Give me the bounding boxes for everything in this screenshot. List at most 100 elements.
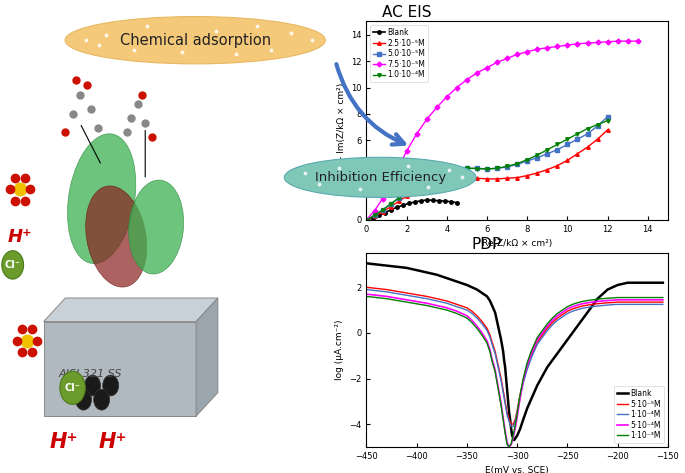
1·10⁻⁴M	[499, 389, 507, 395]
5.0·10⁻⁵M	[573, 136, 582, 142]
5·10⁻⁵M	[362, 284, 371, 290]
7.5·10⁻⁵M	[386, 180, 395, 186]
Blank	[393, 204, 401, 210]
7.5·10⁻⁵M	[513, 52, 521, 57]
2.5·10⁻⁵M	[395, 199, 403, 204]
Blank	[507, 426, 515, 431]
5.0·10⁻⁵M	[419, 179, 427, 184]
1·10⁻³M	[553, 311, 562, 316]
5.0·10⁻⁵M	[371, 212, 379, 218]
5.0·10⁻⁵M	[563, 141, 571, 147]
5·10⁻⁵M	[659, 299, 667, 305]
7.5·10⁻⁵M	[533, 46, 541, 52]
Y-axis label: log (μA.cm⁻²): log (μA.cm⁻²)	[335, 320, 344, 380]
1·10⁻³M	[659, 295, 667, 300]
Blank	[495, 328, 503, 333]
Blank	[410, 199, 419, 205]
5·10⁻⁴M	[659, 297, 667, 303]
Line: 7.5·10⁻⁵M: 7.5·10⁻⁵M	[364, 39, 640, 222]
1.0·10⁻⁴M	[378, 207, 386, 213]
Blank	[569, 330, 577, 336]
Text: PDP: PDP	[472, 237, 502, 252]
7.5·10⁻⁵M	[593, 40, 601, 45]
1.0·10⁻⁴M	[513, 161, 521, 166]
2.5·10⁻⁵M	[403, 193, 411, 199]
Text: AISI 321 SS: AISI 321 SS	[59, 368, 123, 379]
2.5·10⁻⁵M	[483, 176, 491, 182]
Blank	[399, 202, 407, 208]
2.5·10⁻⁵M	[362, 217, 371, 223]
1·10⁻³M	[507, 441, 515, 447]
7.5·10⁻⁵M	[453, 85, 461, 90]
Circle shape	[103, 375, 119, 396]
1.0·10⁻⁴M	[403, 189, 411, 195]
7.5·10⁻⁵M	[403, 148, 411, 154]
Circle shape	[60, 371, 86, 404]
Blank	[386, 207, 395, 213]
Blank	[362, 217, 371, 223]
5.0·10⁻⁵M	[362, 217, 371, 223]
1.0·10⁻⁴M	[593, 122, 601, 127]
1·10⁻³M	[483, 341, 491, 346]
Line: Blank: Blank	[366, 263, 663, 440]
5·10⁻⁴M	[507, 442, 515, 447]
Blank	[423, 197, 431, 203]
2.5·10⁻⁵M	[533, 170, 541, 176]
Polygon shape	[196, 298, 218, 416]
Blank	[435, 198, 443, 203]
1.0·10⁻⁴M	[483, 166, 491, 172]
1·10⁻³M	[362, 294, 371, 299]
1.0·10⁻⁴M	[553, 141, 562, 147]
7.5·10⁻⁵M	[623, 38, 632, 44]
2.5·10⁻⁵M	[410, 188, 419, 193]
5·10⁻⁵M	[505, 417, 513, 422]
1·10⁻³M	[495, 392, 503, 397]
Circle shape	[75, 389, 92, 410]
1·10⁻⁴M	[362, 287, 371, 292]
2.5·10⁻⁵M	[553, 163, 562, 168]
7.5·10⁻⁵M	[573, 41, 582, 47]
Blank	[510, 438, 519, 443]
5.0·10⁻⁵M	[553, 147, 562, 153]
7.5·10⁻⁵M	[362, 217, 371, 223]
1.0·10⁻⁴M	[419, 179, 427, 184]
Blank	[440, 198, 449, 204]
7.5·10⁻⁵M	[443, 94, 451, 100]
1·10⁻³M	[503, 442, 511, 447]
2.5·10⁻⁵M	[573, 151, 582, 157]
Blank	[513, 433, 521, 438]
5·10⁻⁵M	[495, 367, 503, 372]
2.5·10⁻⁵M	[603, 127, 612, 133]
2.5·10⁻⁵M	[503, 175, 511, 181]
Blank	[416, 198, 425, 203]
1.0·10⁻⁴M	[523, 157, 532, 163]
Line: 1·10⁻⁴M: 1·10⁻⁴M	[366, 289, 663, 427]
7.5·10⁻⁵M	[473, 70, 481, 76]
1.0·10⁻⁴M	[584, 126, 592, 131]
5.0·10⁻⁵M	[523, 158, 532, 164]
5.0·10⁻⁵M	[503, 164, 511, 170]
7.5·10⁻⁵M	[614, 38, 622, 44]
5.0·10⁻⁵M	[443, 168, 451, 174]
2.5·10⁻⁵M	[543, 167, 551, 173]
Blank	[375, 212, 383, 218]
1·10⁻⁴M	[505, 419, 513, 425]
1.0·10⁻⁴M	[493, 166, 501, 171]
1.0·10⁻⁴M	[573, 131, 582, 137]
7.5·10⁻⁵M	[395, 164, 403, 170]
Blank	[653, 280, 662, 286]
1·10⁻⁴M	[503, 412, 511, 418]
5.0·10⁻⁵M	[395, 195, 403, 201]
1.0·10⁻⁴M	[453, 166, 461, 172]
Line: 5·10⁻⁴M: 5·10⁻⁴M	[366, 294, 663, 447]
1·10⁻³M	[499, 417, 507, 422]
2.5·10⁻⁵M	[378, 209, 386, 215]
Blank	[369, 215, 377, 221]
Text: Cl⁻: Cl⁻	[5, 260, 21, 270]
Text: Cl⁻: Cl⁻	[64, 383, 81, 393]
1.0·10⁻⁴M	[362, 217, 371, 223]
7.5·10⁻⁵M	[503, 55, 511, 61]
Text: H⁺: H⁺	[49, 432, 78, 452]
7.5·10⁻⁵M	[523, 49, 532, 54]
5.0·10⁻⁵M	[584, 131, 592, 137]
